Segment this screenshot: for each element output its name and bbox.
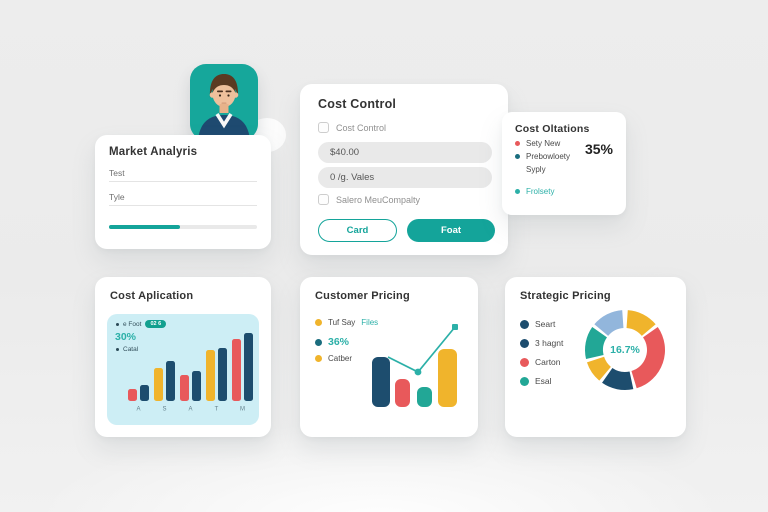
foat-button[interactable]: Foat (407, 219, 495, 242)
bullet-icon (515, 154, 520, 159)
amount-input[interactable]: $40.00 (318, 142, 492, 163)
test-field-underline[interactable] (109, 181, 257, 182)
strategic-legend-label: Seart (535, 319, 556, 329)
cost-aplication-title: Cost Aplication (110, 290, 194, 302)
customer-item-percent: 36% (315, 336, 349, 348)
quote-item-sety: Sety New (515, 139, 560, 148)
panel-legend-foot-label: e Foot (123, 320, 142, 328)
customer-item-label: Tuf Say (328, 318, 356, 327)
customer-percent-value: 36% (328, 336, 350, 348)
cost-oltations-card: Cost Oltations 35% Sety New Prebowloety … (502, 112, 626, 215)
quote-item-frolsety: Frolsety (515, 187, 554, 196)
bullet-icon (116, 348, 119, 351)
salero-checkbox-label: Salero MeuCompalty (336, 194, 421, 205)
strategic-legend-item: Seart (520, 319, 555, 329)
bullet-icon (520, 338, 529, 348)
bullet-icon (315, 355, 322, 362)
customer-item-tufsay: Tuf Say Files (315, 318, 378, 327)
bullet-icon (520, 319, 529, 329)
strategic-legend-item: Esal (520, 376, 552, 386)
salero-checkbox[interactable]: Salero MeuCompalty (318, 194, 420, 205)
svg-text:T: T (215, 407, 219, 413)
market-card-title: Market Analyris (109, 146, 198, 158)
panel-legend-catal-label: Catal (123, 346, 139, 353)
strategic-legend-item: Carton (520, 357, 561, 367)
quote-item-label: Sety New (526, 139, 561, 148)
svg-text:A: A (188, 407, 192, 413)
customer-pricing-card: Customer Pricing Tuf Say Files 36% Catbe… (300, 277, 478, 437)
bullet-icon (515, 141, 520, 146)
panel-legend-foot: e Foot 02 6 (116, 320, 167, 328)
quote-item-label: Frolsety (526, 187, 555, 196)
customer-item-label-accent: Files (361, 318, 379, 327)
panel-legend-catal: Catal (116, 346, 138, 353)
checkbox-icon[interactable] (318, 122, 329, 133)
vales-input[interactable]: 0 /g. Vales (318, 167, 492, 188)
quote-item-prebowloety: Prebowloety (515, 152, 570, 161)
bullet-icon (520, 357, 529, 367)
strategic-legend-item: 3 hagnt (520, 338, 563, 348)
tyle-field-underline[interactable] (109, 205, 257, 206)
customer-pricing-title: Customer Pricing (315, 290, 410, 302)
customer-item-label: Catber (328, 354, 353, 363)
cost-control-card: Cost Control Cost Control $40.00 0 /g. V… (300, 84, 508, 255)
svg-text:M: M (240, 407, 245, 413)
chart-panel: A S A T M e Foot 02 6 30% Catal (107, 314, 259, 425)
cost-control-title: Cost Control (318, 97, 397, 111)
card-button[interactable]: Card (318, 219, 397, 242)
cost-aplication-card: Cost Aplication A S A T M e Foot 02 6 30% Ca… (95, 277, 271, 437)
market-progress-bar (109, 225, 257, 229)
bullet-icon (315, 319, 322, 326)
quote-item-label: Syply (526, 165, 546, 174)
user-avatar (190, 64, 258, 140)
test-field-label: Test (109, 168, 125, 178)
bullet-icon (515, 189, 520, 194)
cost-control-checkbox-label: Cost Control (336, 122, 387, 133)
avatar-illustration (198, 74, 250, 140)
cost-oltations-title: Cost Oltations (515, 123, 590, 135)
strategic-pricing-title: Strategic Pricing (520, 290, 611, 302)
value-badge: 02 6 (145, 320, 167, 328)
quotations-percent-value: 35% (584, 141, 613, 157)
svg-text:A: A (136, 407, 140, 413)
svg-text:S: S (162, 407, 166, 413)
checkbox-icon[interactable] (318, 194, 329, 205)
market-analysis-card: Market Analyris Test Tyle (95, 135, 271, 249)
quote-item-label: Prebowloety (526, 152, 571, 161)
bullet-icon (116, 322, 119, 326)
market-progress-fill (109, 225, 181, 229)
tyle-field-label: Tyle (109, 192, 125, 202)
cost-control-checkbox[interactable]: Cost Control (318, 122, 386, 133)
quote-item-syply: Syply (526, 165, 546, 174)
bullet-icon (520, 376, 529, 386)
customer-bar-chart (372, 324, 458, 407)
strategic-pricing-card: Strategic Pricing Seart 3 hagnt Carton E… (505, 277, 686, 437)
strategic-legend-label: 3 hagnt (535, 338, 564, 348)
bullet-icon (315, 338, 322, 346)
strategic-legend-label: Carton (535, 357, 561, 367)
donut-center-label: 16.7% (610, 344, 640, 356)
panel-percent: 30% (115, 331, 137, 343)
strategic-legend-label: Esal (535, 376, 552, 386)
strategic-donut-chart (585, 310, 665, 390)
customer-item-catber: Catber (315, 354, 352, 363)
